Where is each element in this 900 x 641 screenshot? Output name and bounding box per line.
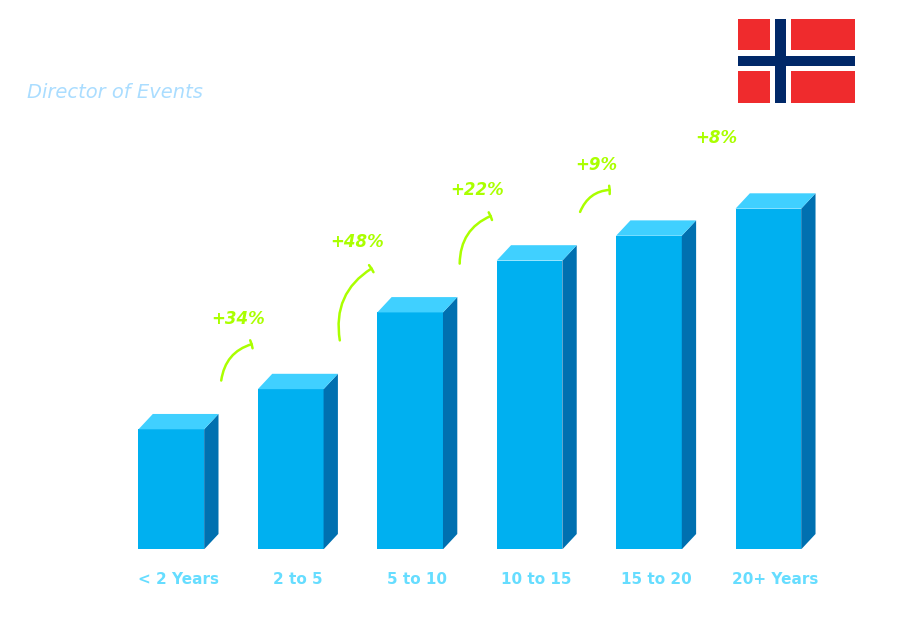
Polygon shape: [616, 221, 696, 236]
Text: Average Yearly Salary: Average Yearly Salary: [854, 292, 865, 413]
Polygon shape: [735, 194, 815, 209]
Text: +8%: +8%: [695, 129, 737, 147]
Text: 10 to 15: 10 to 15: [501, 572, 572, 587]
Text: 1,390,000 NOK: 1,390,000 NOK: [600, 204, 712, 217]
Text: 5 to 10: 5 to 10: [387, 572, 447, 587]
Polygon shape: [562, 246, 577, 549]
Polygon shape: [139, 429, 204, 549]
Polygon shape: [682, 221, 696, 549]
Polygon shape: [377, 312, 443, 549]
Text: 710,000 NOK: 710,000 NOK: [249, 357, 346, 370]
Text: 1,510,000 NOK: 1,510,000 NOK: [720, 176, 832, 190]
Text: 15 to 20: 15 to 20: [621, 572, 691, 587]
Text: +48%: +48%: [330, 233, 384, 251]
Text: 1,050,000 NOK: 1,050,000 NOK: [361, 280, 473, 293]
Text: +34%: +34%: [212, 310, 266, 328]
Text: 20+ Years: 20+ Years: [733, 572, 819, 587]
Text: +22%: +22%: [450, 181, 504, 199]
Polygon shape: [324, 374, 338, 549]
Text: Director of Events: Director of Events: [27, 83, 202, 103]
Polygon shape: [801, 194, 815, 549]
Polygon shape: [443, 297, 457, 549]
Text: < 2 Years: < 2 Years: [138, 572, 219, 587]
Polygon shape: [258, 389, 324, 549]
Polygon shape: [497, 246, 577, 260]
Text: Salary Comparison By Experience: Salary Comparison By Experience: [27, 32, 603, 61]
Bar: [775, 19, 786, 103]
Polygon shape: [258, 374, 338, 389]
Polygon shape: [139, 414, 219, 429]
Polygon shape: [377, 297, 457, 312]
Polygon shape: [204, 414, 219, 549]
Bar: [770, 19, 791, 103]
Bar: [738, 51, 855, 71]
Bar: [738, 56, 855, 66]
Polygon shape: [497, 260, 562, 549]
Text: +9%: +9%: [575, 156, 617, 174]
Text: 1,280,000 NOK: 1,280,000 NOK: [481, 228, 593, 242]
Text: 2 to 5: 2 to 5: [273, 572, 323, 587]
Text: 532,000 NOK: 532,000 NOK: [35, 441, 132, 454]
Text: salaryexplorer.com: salaryexplorer.com: [368, 613, 532, 628]
Polygon shape: [735, 209, 801, 549]
Polygon shape: [616, 236, 682, 549]
